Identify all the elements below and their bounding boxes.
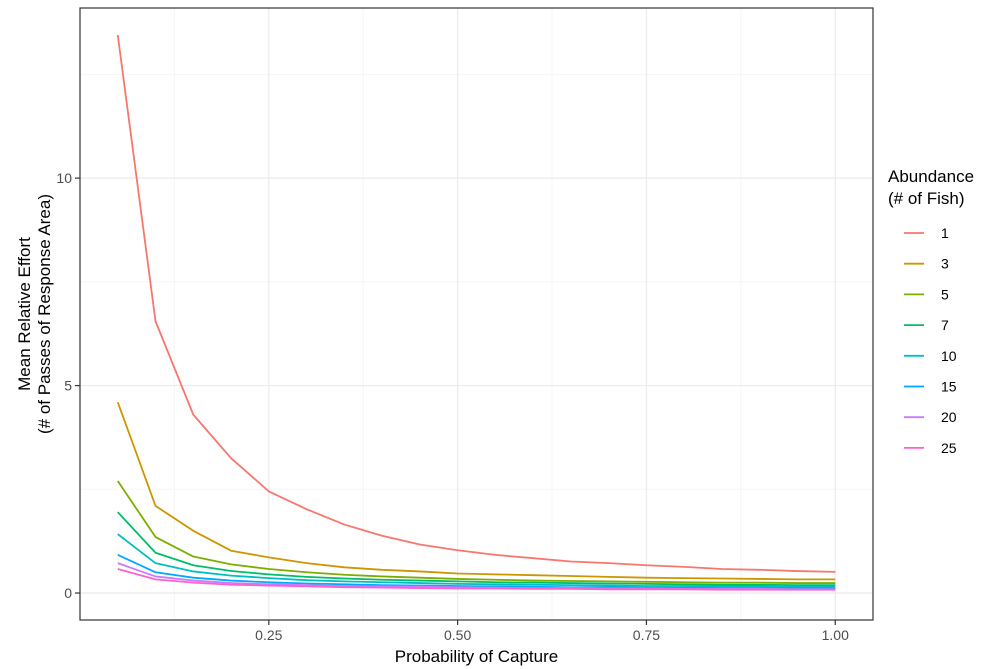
series-line-25 [117,568,836,591]
legend-label-5: 5 [941,286,949,302]
y-axis-title-line-1: Mean Relative Effort [15,237,34,391]
x-tick-label: 0.75 [633,627,660,643]
legend-label-25: 25 [941,440,957,456]
legend-label-20: 20 [941,409,957,425]
legend-title-line-2: (# of Fish) [888,189,965,208]
legend-label-1: 1 [941,225,949,241]
y-tick-label: 5 [64,378,72,394]
y-tick-label: 10 [56,170,72,186]
legend-label-3: 3 [941,256,949,272]
x-tick-label: 1.00 [822,627,849,643]
series-line-1 [116,34,836,573]
legend-title-line-1: Abundance [888,167,974,186]
series-line-3 [116,401,836,581]
panel-border [79,7,874,621]
legend-label-7: 7 [941,317,949,333]
legend-label-10: 10 [941,348,957,364]
legend-label-15: 15 [941,379,957,395]
x-axis-title: Probability of Capture [395,647,558,666]
y-tick-label: 0 [64,585,72,601]
series-line-7 [117,511,836,587]
series-line-10 [117,533,836,588]
series-line-5 [117,480,836,584]
x-tick-label: 0.25 [255,627,282,643]
y-axis-title-line-2: (# of Passes of Response Area) [35,194,54,434]
plot-panel [80,8,873,620]
x-tick-label: 0.50 [444,627,471,643]
